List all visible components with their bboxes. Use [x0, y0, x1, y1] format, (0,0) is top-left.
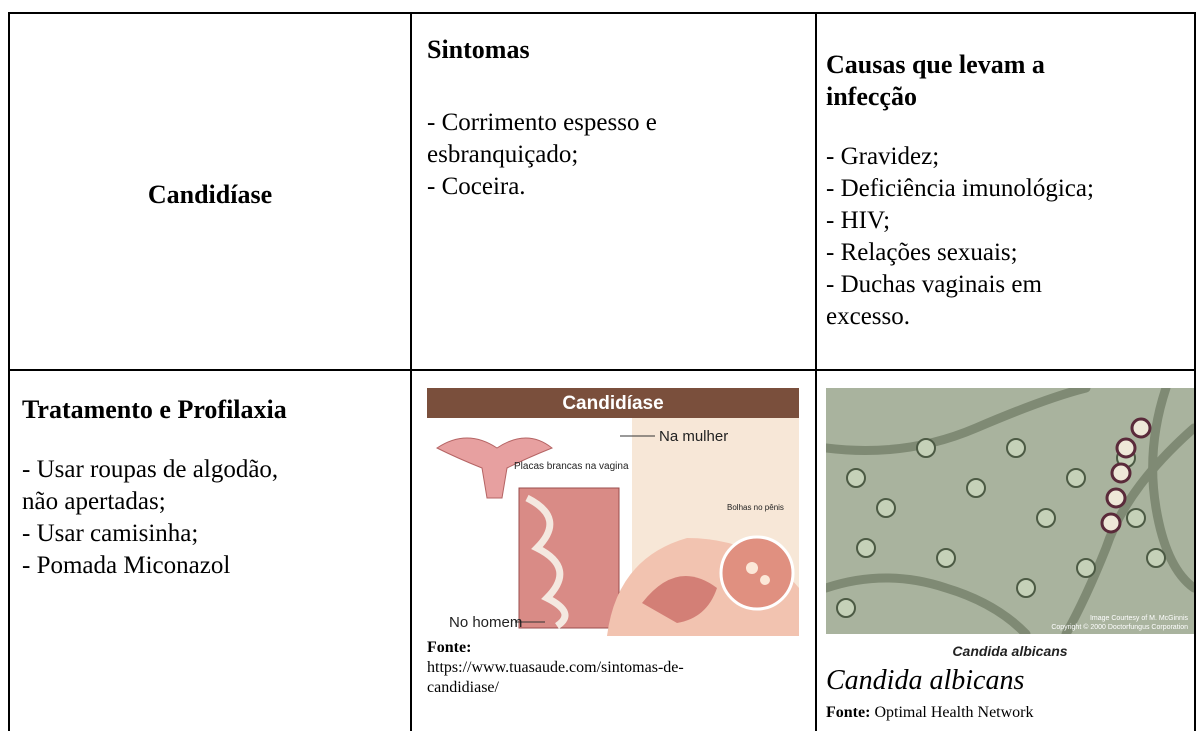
text-line: - Usar camisinha;: [22, 520, 199, 547]
cell-lines: - Usar roupas de algodão, não apertadas; -…: [22, 454, 278, 582]
cell-title: Sintomas: [427, 35, 530, 64]
text-line: excesso.: [826, 303, 910, 330]
cell-title: Causas que levam a infecção: [826, 49, 1045, 113]
text-line: - Gravidez;: [826, 143, 940, 170]
border: [410, 12, 412, 731]
text-line: https://www.tuasaude.com/sintomas-de-: [427, 659, 684, 676]
source: https://www.tuasaude.com/sintomas-de-can…: [427, 658, 684, 698]
image-label: Na mulher: [659, 428, 728, 445]
text-line: esbranquiçado;: [427, 141, 579, 168]
image-label: Placas brancas na vagina: [514, 461, 629, 472]
cell-title: Tratamento e Profilaxia: [22, 395, 287, 424]
illustration: Candidíase Na mulher Placas brancas na v…: [427, 388, 799, 636]
border: [815, 12, 817, 731]
border: [8, 12, 10, 731]
cell-lines: - Gravidez; - Deficiência imunológica; - H…: [826, 141, 1094, 333]
border: [8, 369, 1196, 371]
image-credit: Image Courtesy of M. McGinnis: [1090, 615, 1189, 622]
text-line: - Relações sexuais;: [826, 239, 1018, 266]
cell-title: Candidíase: [147, 180, 273, 209]
image-label: No homem: [449, 614, 522, 631]
source-text: Optimal Health Network: [874, 704, 1034, 721]
text-line: Causas que levam a: [826, 50, 1045, 79]
text-line: - Usar roupas de algodão,: [22, 456, 279, 483]
caption: Candida albicans: [826, 665, 1025, 696]
source-label: Fonte:: [427, 639, 472, 656]
text-line: não apertadas;: [22, 488, 166, 515]
text-line: candidiase/: [427, 679, 499, 696]
text-line: - Coceira.: [427, 173, 526, 200]
border: [1194, 12, 1196, 731]
text-line: - Duchas vaginais em: [826, 271, 1042, 298]
image-credit: Copyright © 2000 Doctorfungus Corporatio…: [1051, 623, 1188, 631]
image-title: Candidíase: [562, 393, 663, 414]
border: [8, 12, 1196, 14]
micrograph: Image Courtesy of M. McGinnis Copyright …: [826, 388, 1194, 665]
text-line: - HIV;: [826, 207, 891, 234]
source-label: Fonte:: [826, 704, 871, 721]
cell-lines: - Corrimento espesso e esbranquiçado; - Co…: [427, 107, 657, 203]
text-line: - Deficiência imunológica;: [826, 175, 1094, 202]
source: Fonte: Optimal Health Network: [826, 703, 1034, 723]
text-line: - Pomada Miconazol: [22, 552, 231, 579]
image-caption: Candida albicans: [952, 643, 1067, 659]
text-line: infecção: [826, 82, 917, 111]
text-line: - Corrimento espesso e: [427, 109, 657, 136]
image-label: Bolhas no pênis: [727, 503, 784, 512]
